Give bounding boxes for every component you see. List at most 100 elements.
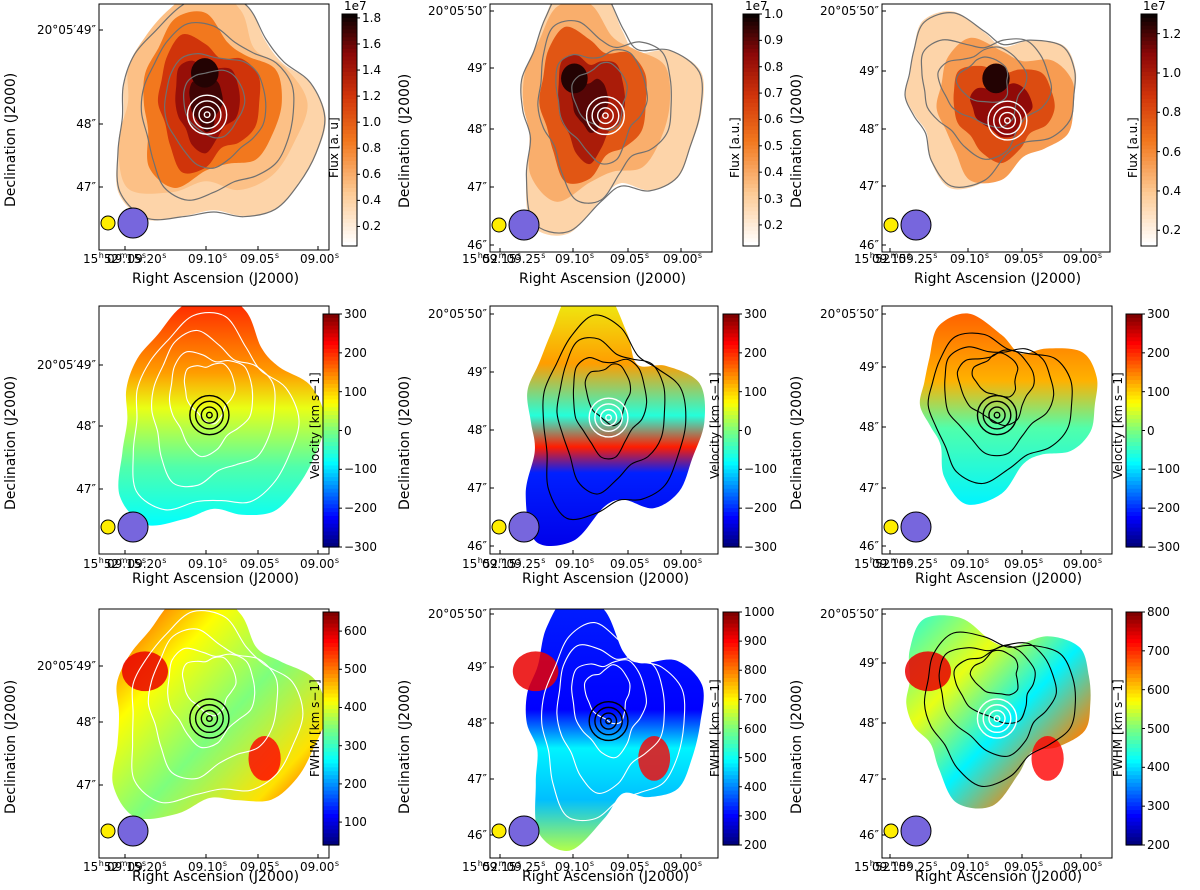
colorbar-segment bbox=[323, 519, 339, 525]
beam-small bbox=[883, 823, 899, 839]
colorbar-segment bbox=[1126, 477, 1142, 482]
colorbar-segment bbox=[323, 775, 339, 780]
flux-contour bbox=[955, 56, 1009, 103]
colorbar-segment bbox=[323, 387, 339, 393]
xtick-label: 09.05s bbox=[610, 251, 650, 266]
colorbar-segment bbox=[1141, 29, 1157, 34]
colorbar-segment bbox=[723, 654, 739, 660]
colorbar-segment bbox=[323, 500, 339, 505]
colorbar-segment bbox=[723, 372, 739, 377]
xtick-label: 15h52m09.25s bbox=[854, 859, 938, 874]
colorbar-segment bbox=[323, 515, 339, 521]
colorbar-segment bbox=[1126, 372, 1142, 377]
beam-large bbox=[117, 815, 149, 847]
colorbar-tick-label: −100 bbox=[1147, 462, 1180, 477]
colorbar-segment bbox=[1126, 329, 1142, 335]
colorbar-segment bbox=[1126, 654, 1142, 660]
colorbar-segment bbox=[342, 14, 357, 19]
colorbar-segment bbox=[323, 786, 339, 792]
colorbar-segment bbox=[1141, 164, 1157, 170]
colorbar-tick-label: 0 bbox=[344, 423, 352, 438]
colorbar-segment bbox=[723, 627, 739, 633]
map-velocity bbox=[919, 313, 1098, 505]
colorbar-segment bbox=[723, 348, 739, 354]
colorbar-segment bbox=[1126, 442, 1142, 447]
colorbar-segment bbox=[323, 418, 339, 424]
flux-contour bbox=[181, 656, 237, 717]
colorbar-segment bbox=[1141, 41, 1157, 46]
colorbar-segment bbox=[323, 414, 339, 420]
colorbar-segment bbox=[1126, 798, 1142, 803]
colorbar-tick-label: 700 bbox=[1147, 643, 1170, 658]
colorbar-segment bbox=[743, 44, 759, 50]
colorbar-tick-label: 500 bbox=[744, 750, 767, 765]
flux-contour bbox=[920, 38, 1053, 160]
xtick-label: 09.15s bbox=[107, 251, 147, 266]
colorbar-segment bbox=[1126, 720, 1142, 726]
colorbar-segment bbox=[723, 418, 739, 424]
colorbar-tick-label: 200 bbox=[344, 776, 367, 791]
colorbar-segment bbox=[723, 360, 739, 366]
flux-contour bbox=[556, 337, 666, 495]
colorbar-segment bbox=[723, 465, 739, 470]
colorbar-segment bbox=[1141, 79, 1157, 85]
colorbar-segment bbox=[342, 215, 357, 220]
colorbar-segment bbox=[323, 314, 339, 319]
colorbar-segment bbox=[743, 172, 759, 177]
colorbar-segment bbox=[1126, 531, 1142, 536]
colorbar-segment bbox=[1141, 149, 1157, 154]
colorbar-segment bbox=[1126, 492, 1142, 498]
x-axis-label: Right Ascension (J2000) bbox=[915, 571, 1083, 587]
colorbar-segment bbox=[743, 230, 759, 235]
colorbar-tick-label: 600 bbox=[744, 721, 767, 736]
colorbar-segment bbox=[723, 535, 739, 540]
colorbar-segment bbox=[743, 226, 759, 232]
colorbar-segment bbox=[342, 99, 357, 104]
nucleus-contour bbox=[982, 704, 1012, 734]
colorbar-segment bbox=[1126, 810, 1142, 815]
colorbar-segment bbox=[342, 106, 357, 112]
colorbar-segment bbox=[723, 531, 739, 536]
colorbar-segment bbox=[1126, 685, 1142, 691]
nucleus-contour bbox=[599, 712, 618, 730]
colorbar-segment bbox=[1126, 763, 1142, 768]
colorbar-segment bbox=[342, 102, 357, 108]
colorbar-segment bbox=[743, 176, 759, 181]
colorbar-segment bbox=[1126, 709, 1142, 714]
xtick-label: 09.10s bbox=[188, 251, 228, 266]
colorbar-segment bbox=[1126, 461, 1142, 467]
colorbar-segment bbox=[342, 141, 357, 147]
colorbar-segment bbox=[323, 329, 339, 335]
colorbar-segment bbox=[723, 763, 739, 768]
colorbar-segment bbox=[743, 37, 759, 42]
colorbar-segment bbox=[743, 153, 759, 158]
ytick-label: 49″ bbox=[467, 660, 487, 674]
colorbar-segment bbox=[723, 438, 739, 443]
colorbar-segment bbox=[342, 133, 357, 139]
colorbar-segment bbox=[723, 504, 739, 509]
colorbar-segment bbox=[723, 643, 739, 648]
nucleus-contour bbox=[987, 100, 1028, 141]
colorbar-segment bbox=[323, 531, 339, 536]
colorbar-tick-label: −100 bbox=[744, 462, 777, 477]
colorbar-segment bbox=[723, 473, 739, 478]
colorbar-segment bbox=[342, 145, 357, 150]
colorbar-segment bbox=[1126, 728, 1142, 733]
xtick-label: 09.10s bbox=[188, 859, 228, 874]
colorbar-label: Velocity [km s−1] bbox=[1111, 371, 1125, 479]
nucleus-contour bbox=[588, 397, 629, 438]
colorbar-tick-label: 0.2 bbox=[764, 217, 784, 232]
colorbar-label: Flux [a. u] bbox=[327, 117, 341, 178]
colorbar-segment bbox=[342, 48, 357, 54]
colorbar-segment bbox=[1126, 341, 1142, 346]
colorbar-segment bbox=[1126, 333, 1142, 338]
colorbar-segment bbox=[1141, 145, 1157, 150]
colorbar-segment bbox=[323, 759, 339, 765]
colorbar-segment bbox=[723, 833, 739, 838]
colorbar-segment bbox=[323, 543, 339, 548]
colorbar-segment bbox=[743, 48, 759, 54]
colorbar-segment bbox=[323, 484, 339, 490]
colorbar-frame bbox=[742, 13, 760, 247]
colorbar-tick-label: 0.6 bbox=[764, 112, 784, 127]
flux-contour bbox=[183, 362, 236, 425]
